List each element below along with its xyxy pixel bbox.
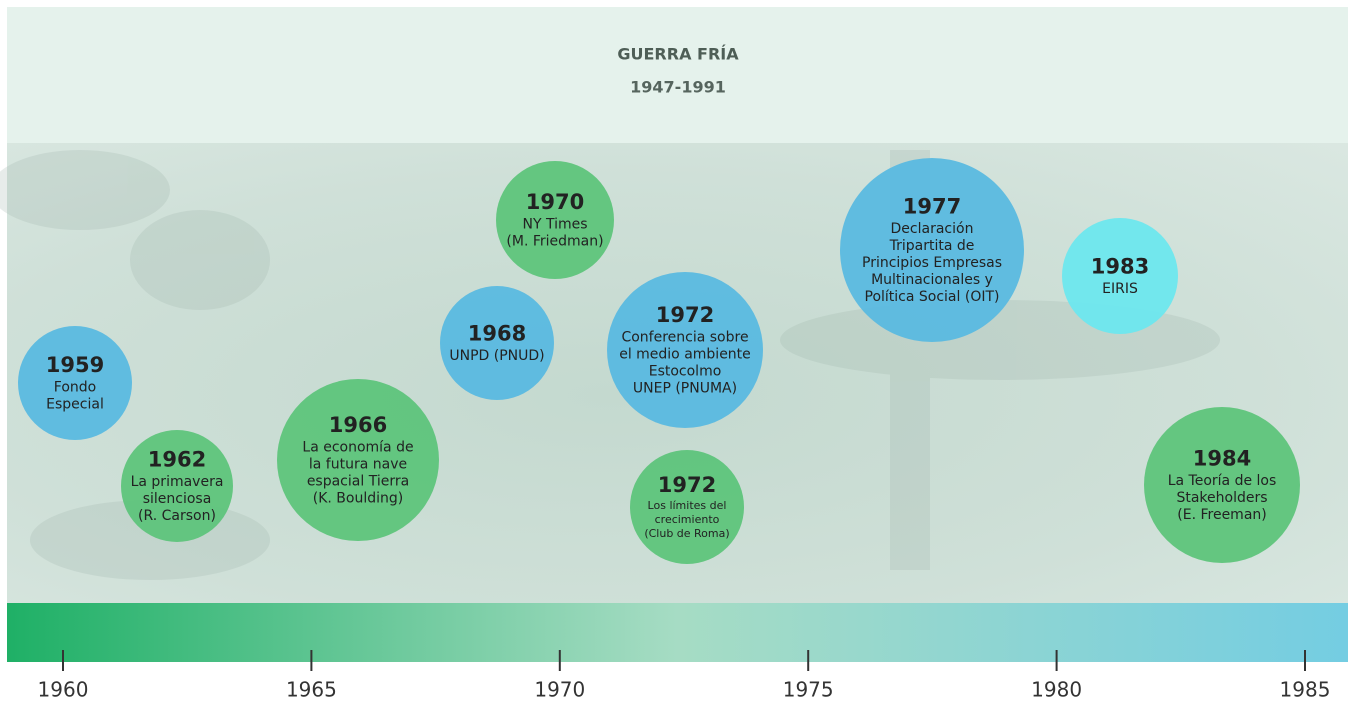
event-text: La economía de — [302, 440, 413, 456]
event-year: 1983 — [1091, 255, 1149, 279]
event-year: 1972 — [658, 473, 716, 497]
event: 1968 UNPD (PNUD) — [440, 286, 554, 400]
event-text: La primavera — [131, 474, 224, 490]
event-text: Stakeholders — [1176, 490, 1267, 506]
event-text: La Teoría de los — [1168, 473, 1277, 489]
timeline-page: GUERRA FRÍA 1947-1991 1959FondoEspecial1… — [0, 0, 1348, 704]
event-text: Tripartita de — [889, 238, 975, 254]
event-text: Los límites del — [648, 499, 727, 512]
event-text: UNEP (PNUMA) — [633, 381, 737, 397]
event-year: 1959 — [46, 353, 104, 377]
event-text: Estocolmo — [649, 364, 722, 380]
timeline-bar — [7, 603, 1348, 662]
event-year: 1966 — [329, 413, 387, 437]
event-text: NY Times — [522, 217, 587, 233]
event-text: crecimiento — [655, 513, 720, 526]
event-text: silenciosa — [143, 491, 212, 507]
event-text: el medio ambiente — [619, 347, 751, 363]
event-text: Conferencia sobre — [621, 330, 748, 346]
tick-label: 1965 — [286, 678, 337, 702]
event-text: (M. Friedman) — [506, 234, 603, 250]
event-text: EIRIS — [1102, 281, 1138, 297]
event-text: Principios Empresas — [862, 255, 1002, 271]
event-text: (Club de Roma) — [644, 527, 729, 540]
event-text: Especial — [46, 397, 104, 413]
header-title: GUERRA FRÍA — [617, 45, 739, 64]
event-text: (K. Boulding) — [313, 491, 403, 507]
tick-label: 1970 — [534, 678, 585, 702]
header-subtitle: 1947-1991 — [630, 78, 726, 97]
event-year: 1962 — [148, 448, 206, 472]
event-text: UNPD (PNUD) — [449, 348, 544, 364]
event-text: Declaración — [891, 221, 974, 237]
tick-label: 1985 — [1280, 678, 1331, 702]
event: 1983 EIRIS — [1062, 218, 1178, 334]
tick-label: 1980 — [1031, 678, 1082, 702]
event-text: (E. Freeman) — [1177, 507, 1266, 523]
tick-label: 1975 — [783, 678, 834, 702]
event-year: 1970 — [526, 190, 584, 214]
header-band — [7, 7, 1348, 143]
event-year: 1977 — [903, 195, 961, 219]
event-text: Política Social (OIT) — [865, 289, 1000, 305]
event-text: (R. Carson) — [138, 508, 216, 524]
event: 1970 NY Times(M. Friedman) — [496, 161, 614, 279]
event-year: 1984 — [1193, 447, 1251, 471]
event-year: 1968 — [468, 322, 526, 346]
event-text: Fondo — [54, 380, 96, 396]
event-text: espacial Tierra — [307, 474, 409, 490]
event-text: la futura nave — [309, 457, 407, 473]
event-text: Multinacionales y — [871, 272, 993, 288]
tick-label: 1960 — [38, 678, 89, 702]
event-year: 1972 — [656, 303, 714, 327]
